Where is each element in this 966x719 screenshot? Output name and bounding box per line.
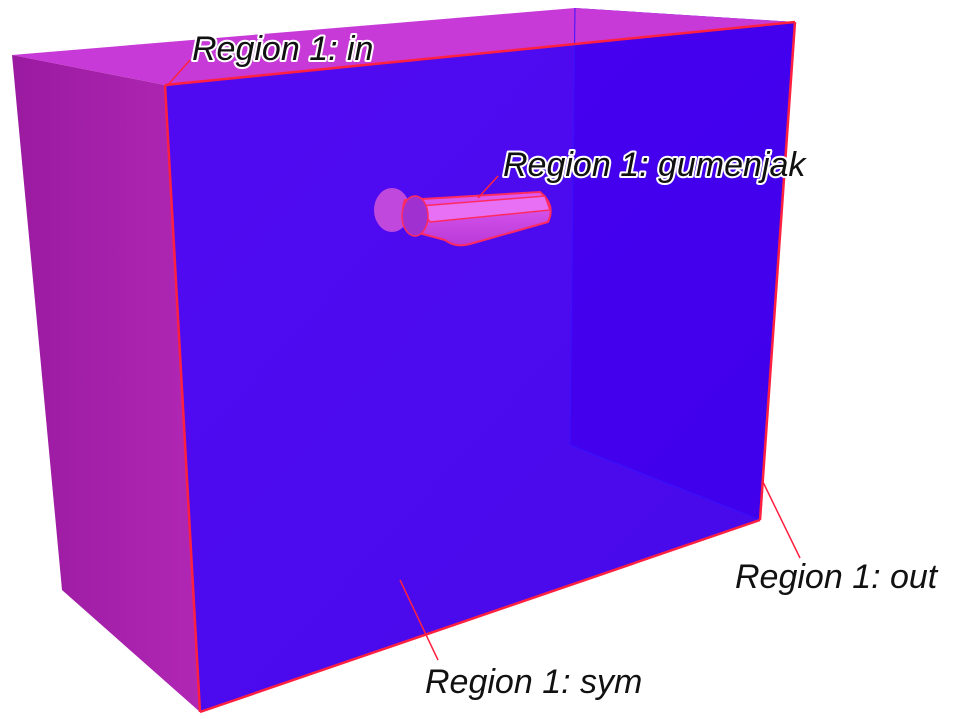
leader-outlet bbox=[761, 479, 801, 559]
back-bottom-edge bbox=[569, 444, 761, 521]
edge-right-front bbox=[758, 21, 797, 521]
left-face bbox=[12, 55, 200, 712]
leader-symmetry bbox=[399, 579, 439, 661]
leader-part bbox=[477, 175, 499, 199]
back-inner-edge bbox=[569, 7, 576, 446]
label-symmetry: Region 1: sym bbox=[425, 663, 642, 701]
label-part: Region 1: gumenjak bbox=[503, 146, 807, 184]
leader-inlet bbox=[166, 59, 191, 87]
part-rear-cap bbox=[374, 188, 410, 232]
box-edges bbox=[163, 20, 797, 714]
top-face bbox=[12, 8, 795, 85]
edge-left-front bbox=[163, 84, 202, 713]
leader-lines bbox=[166, 59, 801, 661]
part-front-cap bbox=[401, 195, 429, 237]
edge-top-front bbox=[164, 20, 796, 87]
edge-bottom-front bbox=[199, 518, 761, 714]
part-gumenjak bbox=[374, 188, 552, 247]
label-outlet: Region 1: out bbox=[735, 558, 939, 596]
front-face bbox=[165, 22, 795, 712]
label-inlet: Region 1: in bbox=[192, 30, 373, 68]
